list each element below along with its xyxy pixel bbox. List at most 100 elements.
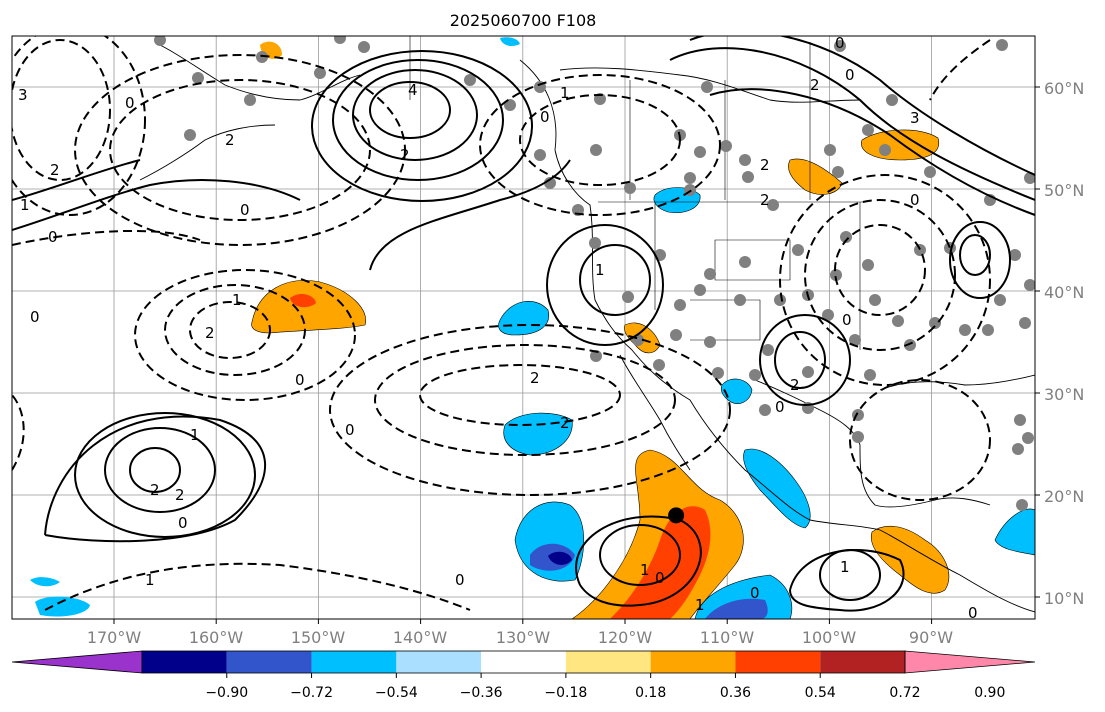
station-dot <box>832 166 844 178</box>
station-dot <box>504 99 516 111</box>
strong-anomaly-core <box>610 506 711 619</box>
station-dot <box>653 359 665 371</box>
station-dot <box>862 124 874 136</box>
strong-anomaly-pacific <box>290 293 316 308</box>
station-dot <box>734 294 746 306</box>
colorbar-segment <box>565 651 651 673</box>
station-dot <box>720 140 732 152</box>
contour-label: 0 <box>345 421 355 439</box>
station-dot <box>712 367 724 379</box>
contour-label: 0 <box>240 201 250 219</box>
station-dot <box>864 369 876 381</box>
contour-label: 1 <box>20 196 30 214</box>
contour-label: 1 <box>190 426 200 444</box>
colorbar-segment <box>735 651 821 673</box>
station-dot <box>792 244 804 256</box>
contour-label: 2 <box>50 161 60 179</box>
contour-label: 2 <box>400 146 410 164</box>
station-dot <box>358 41 370 53</box>
colorbar-tick-label: −0.72 <box>290 685 333 701</box>
colorbar-segment <box>820 651 905 673</box>
station-dot <box>694 284 706 296</box>
contour-label: 3 <box>910 109 920 127</box>
contour-label: 0 <box>125 94 135 112</box>
lat-label-30n: 30°N <box>1044 385 1084 404</box>
station-dot <box>904 339 916 351</box>
contour-label: 0 <box>540 108 550 126</box>
station-dot <box>834 40 846 52</box>
colorbar-extend-max <box>904 650 1036 674</box>
station-dot <box>694 146 706 158</box>
station-dot <box>914 244 926 256</box>
positive-anomaly-canada-2 <box>788 158 843 195</box>
station-dot <box>1009 249 1021 261</box>
storm-center-marker <box>668 507 685 524</box>
station-dot <box>464 74 476 86</box>
colorbar-tick-label: 0.54 <box>805 685 836 701</box>
station-dot <box>670 329 682 341</box>
contour-label: 2 <box>175 486 185 504</box>
contour-label: 0 <box>910 191 920 209</box>
station-dot <box>824 144 836 156</box>
contour-label: 2 <box>150 481 160 499</box>
colorbar-tick-label: −0.18 <box>544 685 587 701</box>
lat-label-50n: 50°N <box>1044 181 1084 200</box>
colorbar-tick-label: −0.90 <box>205 685 248 701</box>
station-dot <box>622 291 634 303</box>
station-dot <box>759 404 771 416</box>
station-dot <box>192 72 204 84</box>
station-dot <box>314 67 326 79</box>
contour-label: 2 <box>760 156 770 174</box>
contour-label: 1 <box>840 558 850 576</box>
negative-anomaly-west <box>35 596 90 617</box>
colorbar-extend-min <box>11 650 143 674</box>
station-dot <box>762 344 774 356</box>
negative-anomaly-offshore <box>498 301 550 336</box>
station-dot <box>840 231 852 243</box>
contour-label: 1 <box>695 596 705 614</box>
station-dot <box>1019 317 1031 329</box>
contour-label: 2 <box>790 376 800 394</box>
lat-label-20n: 20°N <box>1044 487 1084 506</box>
state-borders <box>409 36 865 350</box>
station-dot <box>590 350 602 362</box>
station-dot <box>742 171 754 183</box>
colorbar-segment <box>396 651 482 673</box>
station-dot <box>1016 499 1028 511</box>
contour-label: 0 <box>655 569 665 587</box>
station-dot <box>1012 443 1024 455</box>
station-dot <box>892 315 904 327</box>
colorbar-segment <box>226 651 312 673</box>
contour-label: 1 <box>640 561 650 579</box>
contour-label: 2 <box>530 369 540 387</box>
contour-label: 2 <box>760 191 770 209</box>
station-dot <box>982 324 994 336</box>
contour-label: 1 <box>595 261 605 279</box>
contour-label: 2 <box>205 324 215 342</box>
station-dot <box>929 317 941 329</box>
station-dot <box>862 259 874 271</box>
colorbar-tick-label: 0.72 <box>889 685 920 701</box>
station-dot <box>739 256 751 268</box>
contour-label: 0 <box>455 571 465 589</box>
contour-label: 2 <box>225 131 235 149</box>
station-dot <box>704 268 716 280</box>
station-dot <box>244 94 256 106</box>
colorbar-segment <box>142 651 227 673</box>
colorbar-segment <box>481 651 566 673</box>
positive-anomaly-plume <box>571 449 744 619</box>
station-dot <box>994 294 1006 306</box>
station-dot <box>959 324 971 336</box>
colorbar <box>11 650 1036 678</box>
lon-label-120w: 120°W <box>598 628 653 647</box>
station-dot <box>624 182 636 194</box>
contour-label: 1 <box>232 291 242 309</box>
contour-lines-dashed <box>12 36 991 611</box>
lon-label-130w: 130°W <box>496 628 551 647</box>
contour-value-labels: 3 0 2 1 0 0 2 1 0 1 2 2 0 1 0 2 2 4 0 1 … <box>18 36 978 619</box>
lon-label-90w: 90°W <box>909 628 953 647</box>
station-dot <box>830 269 842 281</box>
contour-label: 4 <box>408 81 418 99</box>
positive-anomaly-central-america <box>870 525 950 594</box>
